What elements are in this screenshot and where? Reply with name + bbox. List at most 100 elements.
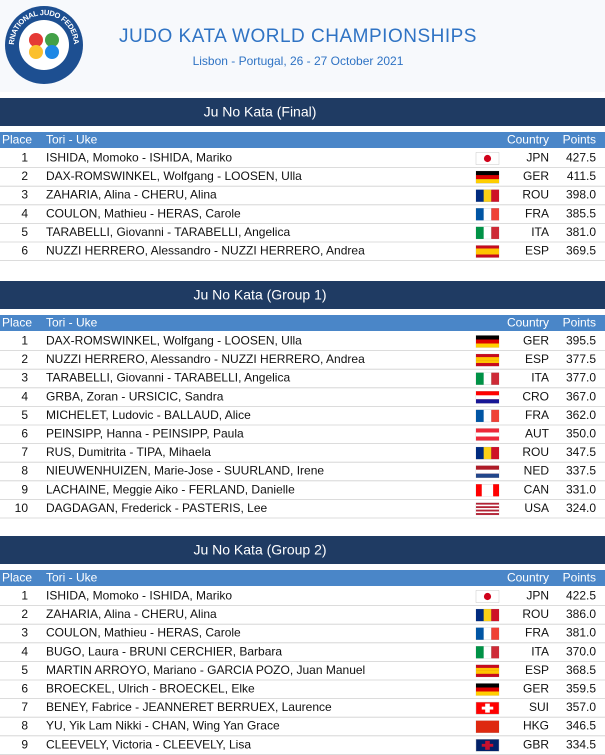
flag-stripe [476,670,499,674]
flag-stripe [483,627,492,640]
pair-names: TARABELLI, Giovanni - TARABELLI, Angelic… [46,225,290,239]
flag-stripe [476,363,499,367]
country: ROU [522,445,549,459]
flag-stripe [476,335,499,340]
place: 7 [21,700,28,714]
place: 5 [21,225,28,239]
place: 7 [21,445,28,459]
flag-stripe [476,189,484,202]
flag-stripe [491,447,499,460]
country: CAN [524,482,549,496]
points: 368.5 [566,663,596,677]
pair-names: COULON, Mathieu - HERAS, Carole [46,206,241,220]
flag-stripe [483,189,492,202]
flag [475,664,500,678]
points: 346.5 [566,719,596,733]
place: 3 [21,626,28,640]
flag [475,465,500,478]
flag-stripe [491,409,499,422]
pair-names: TARABELLI, Giovanni - TARABELLI, Angelic… [46,371,290,385]
pair-names: BUGO, Laura - BRUNI CERCHIER, Barbara [46,644,282,658]
flag-stripe [476,473,499,478]
flag [475,335,500,348]
flag [475,353,500,367]
flag-stripe [476,395,499,400]
country: ITA [531,225,549,239]
logo-dot [29,45,43,59]
column-header: Points [563,133,596,147]
country: SUI [529,700,549,714]
country: NED [524,464,550,478]
pair-names: NUZZI HERRERO, Alessandro - NUZZI HERRER… [46,243,365,257]
flag [475,608,500,622]
flag [475,720,500,733]
flag-stripe [476,691,499,696]
flag [475,502,500,516]
flag-stripe [483,646,492,659]
place: 6 [21,426,28,440]
flag-stripe [476,502,499,505]
column-header: Country [507,316,549,330]
flag-stripe [491,609,499,622]
pair-names: DAX-ROMSWINKEL, Wolfgang - LOOSEN, Ulla [46,333,302,347]
flag-stripe [476,372,484,385]
flag-stripe [476,508,499,510]
place: 1 [21,588,28,602]
country: FRA [525,626,549,640]
country: GER [523,333,549,347]
points: 381.0 [566,225,596,239]
column-header: Points [563,316,596,330]
flag-stripe [476,509,499,512]
flag-stripe [487,484,494,497]
points: 331.0 [566,482,596,496]
flag [475,391,500,404]
flag-stripe [476,447,484,460]
flag-stripe [483,226,492,239]
points: 411.5 [567,169,596,183]
country: JPN [526,588,549,602]
flag-stripe [476,673,499,677]
flag-stripe [476,667,499,671]
pair-names: MICHELET, Ludovic - BALLAUD, Alice [46,408,251,422]
pair-names: ISHIDA, Momoko - ISHIDA, Mariko [46,150,232,164]
country: FRA [525,206,549,220]
flag [475,208,500,221]
flag-stripe [476,683,499,688]
flag-stripe [476,179,499,184]
country: HKG [523,719,549,733]
flag-stripe [476,357,499,361]
logo-dot [29,33,43,47]
pair-names: GRBA, Zoran - URSICIC, Sandra [46,389,224,403]
flag-disc [483,592,492,601]
country: USA [524,501,549,515]
pair-names: BROECKEL, Ulrich - BROECKEL, Elke [46,681,255,695]
place: 9 [21,737,28,751]
flag-stripe [476,436,499,441]
points: 381.0 [566,626,596,640]
flag [475,627,500,640]
pair-names: MARTIN ARROYO, Mariano - GARCIA POZO, Ju… [46,663,365,677]
flag-stripe [476,484,482,497]
logo: INTERNATIONAL JUDO FEDERATION [0,0,83,84]
country: AUT [525,426,550,440]
column-header: Country [507,571,549,585]
points: 370.0 [566,644,596,658]
place: 5 [21,663,28,677]
points: 422.5 [566,588,596,602]
flag-stripe [476,609,484,622]
flag [475,701,500,715]
logo-dot [45,45,59,59]
flag-stripe [476,343,499,348]
place: 4 [21,389,28,403]
column-header: Country [507,133,549,147]
place: 4 [21,644,28,658]
points: 385.5 [566,206,596,220]
flag-stripe [476,432,499,437]
country: ESP [525,352,549,366]
pair-names: ISHIDA, Momoko - ISHIDA, Mariko [46,588,232,602]
flag-stripe [476,687,499,692]
pair-names: PEINSIPP, Hanna - PEINSIPP, Paula [46,426,244,440]
flag-stripe [476,248,499,252]
